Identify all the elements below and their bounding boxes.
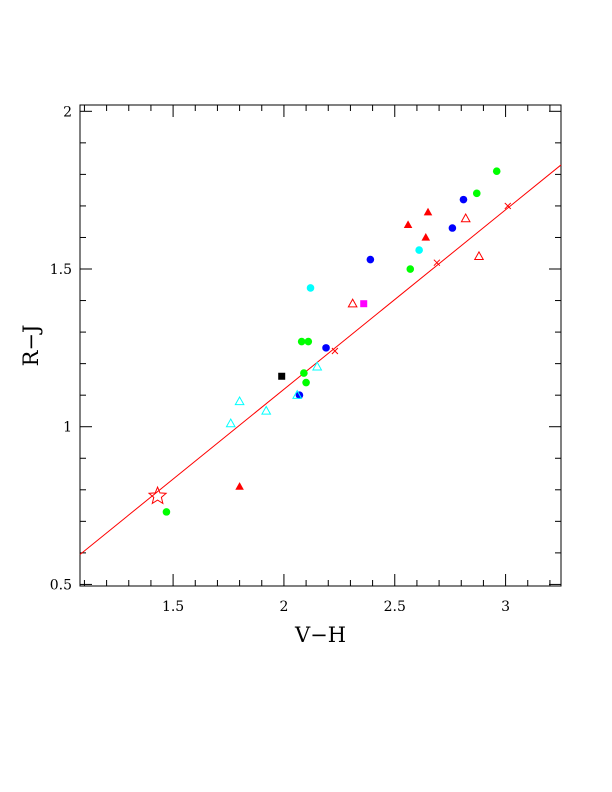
data-point [492, 167, 501, 176]
data-point [278, 372, 286, 380]
data-point [406, 265, 415, 273]
data-point [504, 202, 512, 210]
data-point [302, 378, 310, 387]
data-point [234, 395, 245, 406]
data-point [300, 369, 308, 377]
data-point [459, 195, 468, 204]
data-point [306, 284, 315, 292]
data-point [322, 344, 330, 352]
data-point [347, 298, 358, 308]
data-point [423, 207, 433, 216]
data-point [312, 361, 323, 371]
x-tick-label: 1.5 [162, 599, 184, 615]
data-point [235, 482, 244, 490]
y-tick-label: 1 [63, 420, 72, 436]
data-point [225, 418, 236, 428]
data-point [147, 485, 168, 505]
data-point [297, 337, 306, 346]
data-point [415, 246, 423, 254]
fit-line [79, 164, 562, 555]
data-point [448, 224, 457, 232]
plot-frame [79, 104, 562, 587]
data-point [366, 255, 375, 264]
data-point [261, 405, 272, 415]
x-tick-label: 2 [279, 599, 288, 615]
data-point [472, 189, 481, 198]
data-point [460, 213, 471, 223]
data-point [421, 232, 431, 241]
y-tick-label: 0.5 [50, 577, 72, 593]
x-axis-title: V−H [294, 623, 346, 647]
data-point [331, 347, 339, 355]
data-point [473, 250, 485, 261]
data-point [403, 220, 413, 229]
plot-area: 1.5 2 2.5 3 0.5 1 1.5 2 [50, 104, 562, 615]
data-point [162, 508, 171, 516]
y-tick-label: 2 [63, 104, 72, 120]
data-point [433, 259, 441, 267]
data-point [304, 337, 313, 346]
x-tick-label: 3 [501, 599, 510, 615]
data-point [360, 300, 368, 308]
y-axis-title: R−J [19, 325, 43, 367]
data-point [292, 389, 303, 399]
y-tick-label: 1.5 [50, 262, 72, 278]
x-tick-label: 2.5 [384, 599, 406, 615]
